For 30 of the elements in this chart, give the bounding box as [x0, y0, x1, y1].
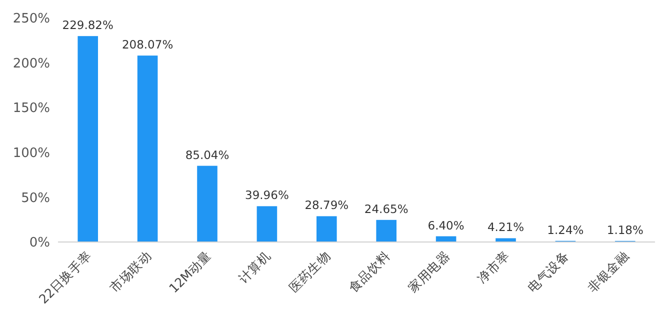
x-tick-label: 食品饮料	[346, 248, 393, 296]
x-tick-label: 非银金融	[584, 248, 632, 296]
x-tick-label: 净市率	[474, 248, 512, 286]
x-tick-label: 医药生物	[286, 248, 334, 296]
data-label: 24.65%	[364, 202, 408, 216]
y-tick-label: 250%	[12, 12, 50, 27]
data-label: 6.40%	[428, 218, 464, 232]
data-label: 1.18%	[606, 222, 644, 237]
data-label: 1.24%	[547, 222, 584, 237]
y-tick-label: 200%	[12, 56, 50, 72]
bar	[197, 166, 218, 242]
y-tick-label: 50%	[21, 190, 50, 206]
bar	[496, 238, 516, 242]
data-label: 85.04%	[185, 148, 230, 162]
bar	[316, 216, 337, 242]
y-tick-label: 100%	[12, 146, 50, 161]
x-tick-label: 市场联动	[106, 248, 154, 296]
y-tick-label: 150%	[12, 101, 50, 116]
bar	[376, 220, 396, 242]
data-label: 28.79%	[304, 198, 349, 212]
data-label: 229.82%	[62, 18, 114, 32]
x-tick-label: 家用电器	[405, 248, 453, 296]
bar	[78, 36, 98, 242]
bar	[137, 56, 158, 242]
data-label: 4.21%	[487, 220, 524, 234]
x-tick-label: 电气设备	[524, 248, 572, 296]
bar	[256, 206, 278, 242]
data-label: 39.96%	[245, 188, 289, 202]
x-tick-label: 计算机	[235, 248, 274, 286]
data-label: 208.07%	[122, 38, 174, 52]
